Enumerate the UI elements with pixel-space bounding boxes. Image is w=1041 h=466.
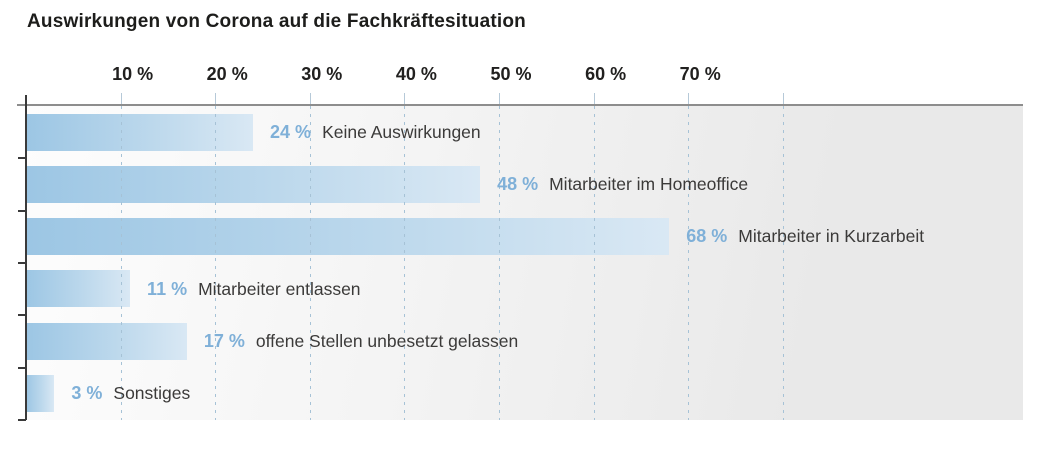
x-axis-tick-mark [688, 93, 690, 104]
bar-label: 24 % Keine Auswirkungen [270, 106, 481, 158]
bar-category: Mitarbeiter in Kurzarbeit [738, 226, 925, 247]
x-axis-tick-mark [309, 93, 311, 104]
vertical-gridline [782, 106, 784, 420]
y-axis-tick-mark [18, 261, 26, 264]
vertical-gridline [593, 106, 595, 420]
bar [26, 322, 187, 360]
bar [26, 113, 254, 151]
x-axis-tick-mark [782, 93, 784, 104]
bar-row: 48 % Mitarbeiter im Homeoffice [26, 158, 1023, 210]
bar [26, 165, 481, 203]
x-tick-label: 50 % [490, 64, 532, 84]
bar-category: Mitarbeiter entlassen [198, 278, 361, 299]
bar-row: 68 % Mitarbeiter in Kurzarbeit [26, 211, 1023, 263]
x-axis-tick-mark [499, 93, 500, 104]
plot-area-background [26, 106, 1023, 420]
bar-label: 3 % Sonstiges [71, 368, 190, 420]
bar-value: 11 % [147, 278, 188, 299]
y-axis-tick-mark [18, 209, 26, 212]
bar-row: 24 % Keine Auswirkungen [26, 106, 1023, 158]
vertical-gridline [499, 106, 500, 420]
y-axis-tick-mark [18, 314, 26, 317]
bar-category: Keine Auswirkungen [322, 121, 481, 142]
vertical-gridline [309, 106, 311, 420]
vertical-gridline [688, 106, 690, 420]
vertical-gridline [404, 106, 406, 420]
x-axis-line [17, 104, 1023, 106]
bar-category: Mitarbeiter im Homeoffice [549, 173, 749, 194]
y-axis-tick-mark [18, 418, 26, 421]
x-axis-tick-mark [120, 93, 122, 104]
bar-label: 17 % offene Stellen unbesetzt gelassen [204, 315, 518, 367]
y-axis-tick-mark [18, 366, 26, 369]
bar-value: 17 % [203, 330, 245, 351]
bar-label: 48 % Mitarbeiter im Homeoffice [497, 158, 748, 210]
bar-row: 3 % Sonstiges [26, 368, 1023, 420]
bar-row: 11 % Mitarbeiter entlassen [26, 263, 1023, 315]
x-tick-label: 40 % [395, 64, 437, 84]
bar-value: 68 % [686, 226, 728, 247]
x-axis-tick-mark [593, 93, 595, 104]
chart-title: Auswirkungen von Corona auf die Fachkräf… [27, 11, 526, 32]
x-tick-label: 30 % [301, 64, 343, 84]
bar-label: 68 % Mitarbeiter in Kurzarbeit [686, 211, 924, 263]
bar-value: 48 % [497, 173, 539, 194]
bar-value: 3 % [71, 383, 103, 404]
vertical-gridline [120, 106, 122, 420]
y-axis-line [25, 95, 27, 420]
vertical-gridline [215, 106, 217, 420]
y-axis-tick-mark [18, 157, 26, 160]
x-tick-label: 60 % [585, 64, 627, 84]
x-tick-label: 10 % [112, 64, 154, 84]
x-tick-label: 70 % [679, 64, 721, 84]
x-axis-tick-mark [404, 93, 406, 104]
bar-row: 17 % offene Stellen unbesetzt gelassen [26, 315, 1023, 367]
bar-value: 24 % [270, 121, 312, 142]
bar-category: offene Stellen unbesetzt gelassen [255, 330, 519, 351]
bar [26, 375, 55, 413]
bar-category: Sonstiges [113, 383, 191, 404]
bar [26, 218, 670, 256]
x-tick-label: 20 % [206, 64, 248, 84]
x-axis-tick-mark [215, 93, 217, 104]
bar-label: 11 % Mitarbeiter entlassen [147, 263, 361, 315]
bar [26, 270, 131, 308]
